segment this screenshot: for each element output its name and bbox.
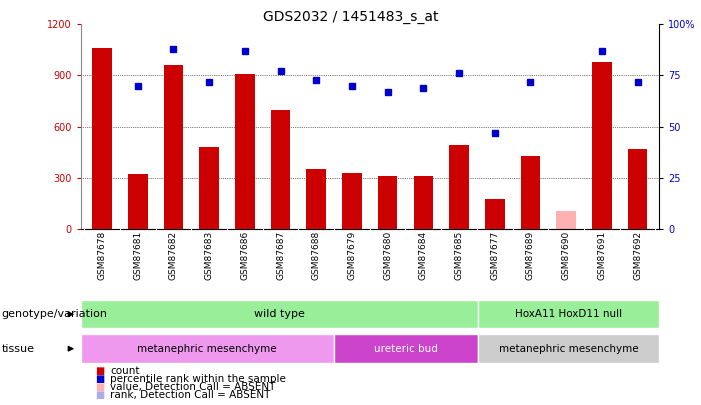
Bar [81, 300, 478, 328]
Bar [235, 74, 254, 229]
Text: metanephric mesenchyme: metanephric mesenchyme [499, 344, 639, 354]
Bar [93, 48, 112, 229]
Text: GSM87684: GSM87684 [418, 231, 428, 280]
Text: GSM87686: GSM87686 [240, 231, 250, 280]
Bar [342, 173, 362, 229]
Text: GSM87691: GSM87691 [597, 231, 606, 280]
Bar [378, 176, 397, 229]
Text: GSM87680: GSM87680 [383, 231, 392, 280]
Text: metanephric mesenchyme: metanephric mesenchyme [137, 344, 277, 354]
Bar [163, 65, 183, 229]
Text: ■: ■ [95, 366, 104, 375]
Text: GSM87679: GSM87679 [348, 231, 356, 280]
Bar [485, 199, 505, 229]
Bar [557, 211, 576, 229]
Text: count: count [110, 366, 139, 375]
Bar [128, 174, 147, 229]
Text: GSM87687: GSM87687 [276, 231, 285, 280]
Text: GSM87688: GSM87688 [312, 231, 321, 280]
Text: GSM87683: GSM87683 [205, 231, 214, 280]
Bar [199, 147, 219, 229]
Text: ■: ■ [95, 390, 104, 400]
Bar [306, 169, 326, 229]
Text: percentile rank within the sample: percentile rank within the sample [110, 374, 286, 384]
Bar [521, 156, 540, 229]
Bar [627, 149, 647, 229]
Text: GSM87677: GSM87677 [490, 231, 499, 280]
Bar [414, 176, 433, 229]
Bar [271, 109, 290, 229]
Text: ■: ■ [95, 374, 104, 384]
Text: ureteric bud: ureteric bud [374, 344, 438, 354]
Text: GSM87689: GSM87689 [526, 231, 535, 280]
Text: genotype/variation: genotype/variation [1, 309, 107, 319]
Text: GSM87678: GSM87678 [97, 231, 107, 280]
Text: value, Detection Call = ABSENT: value, Detection Call = ABSENT [110, 382, 275, 392]
Bar [478, 335, 659, 363]
Text: rank, Detection Call = ABSENT: rank, Detection Call = ABSENT [110, 390, 271, 400]
Text: GSM87685: GSM87685 [454, 231, 463, 280]
Bar [81, 335, 334, 363]
Bar [478, 300, 659, 328]
Text: GSM87690: GSM87690 [562, 231, 571, 280]
Text: GSM87692: GSM87692 [633, 231, 642, 280]
Text: wild type: wild type [254, 309, 305, 319]
Text: GSM87682: GSM87682 [169, 231, 178, 280]
Bar [334, 335, 478, 363]
Text: ■: ■ [95, 382, 104, 392]
Text: GSM87681: GSM87681 [133, 231, 142, 280]
Bar [449, 145, 469, 229]
Text: tissue: tissue [1, 344, 34, 354]
Text: HoxA11 HoxD11 null: HoxA11 HoxD11 null [515, 309, 622, 319]
Text: GDS2032 / 1451483_s_at: GDS2032 / 1451483_s_at [263, 10, 438, 24]
Bar [592, 62, 612, 229]
